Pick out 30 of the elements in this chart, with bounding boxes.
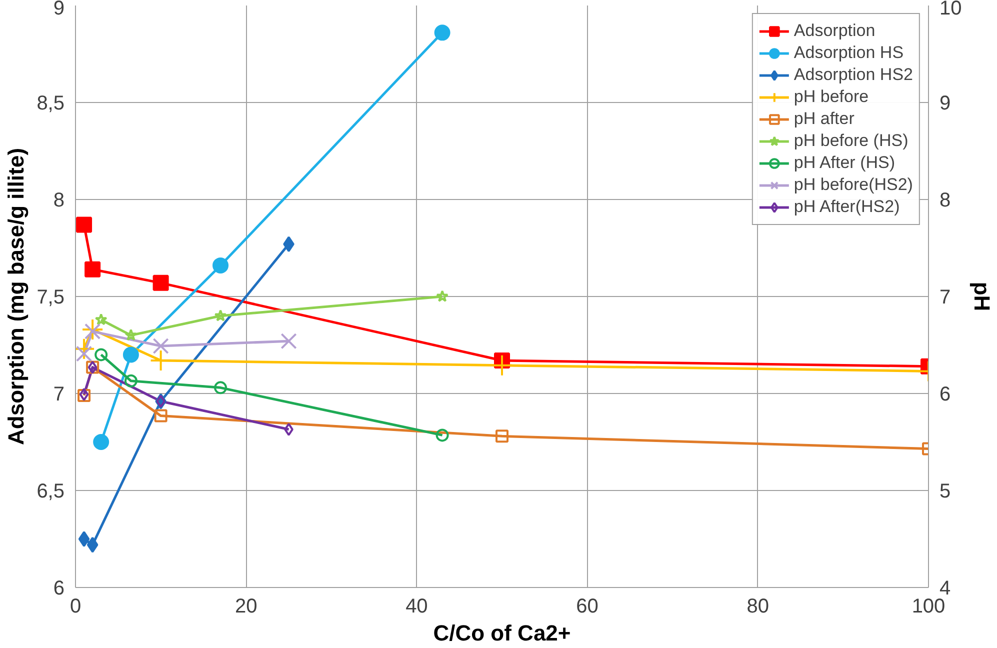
y-tick-label: 7 bbox=[53, 384, 64, 406]
y-tick-label: 6,5 bbox=[36, 480, 65, 502]
y-tick-label: 8 bbox=[53, 190, 64, 212]
y2-axis-title: pH bbox=[970, 282, 995, 312]
x-tick-label: 40 bbox=[406, 596, 428, 618]
x-tick-label: 80 bbox=[746, 596, 770, 618]
legend-label: pH before bbox=[794, 87, 869, 107]
legend-label: pH After(HS2) bbox=[794, 197, 900, 217]
y2-tick-label: 7 bbox=[940, 286, 951, 308]
x-tick-label: 0 bbox=[70, 596, 82, 618]
y-tick-label: 6 bbox=[53, 578, 64, 600]
x-tick-label: 60 bbox=[576, 596, 598, 618]
legend-label: pH before (HS) bbox=[794, 131, 908, 151]
y-axis-title: Adsorption (mg base/g illite) bbox=[4, 148, 29, 446]
legend-label: pH before(HS2) bbox=[794, 175, 913, 195]
y-tick-label: 7,5 bbox=[36, 286, 65, 308]
x-tick-label: 20 bbox=[234, 596, 258, 618]
legend-label: Adsorption bbox=[794, 21, 876, 41]
legend-label: pH after bbox=[794, 109, 854, 129]
x-axis-title: C/Co of Ca2+ bbox=[433, 620, 571, 646]
legend-label: Adsorption HS2 bbox=[794, 65, 913, 85]
y2-tick-label: 9 bbox=[940, 92, 951, 114]
legend-label: pH After (HS) bbox=[794, 153, 896, 173]
y2-tick-label: 5 bbox=[940, 480, 951, 502]
legend-label: Adsorption HS bbox=[794, 43, 904, 63]
y2-tick-label: 10 bbox=[940, 0, 962, 20]
y2-tick-label: 8 bbox=[940, 190, 951, 212]
y-tick-label: 8,5 bbox=[36, 92, 65, 114]
y2-tick-label: 6 bbox=[940, 384, 951, 406]
y-tick-label: 9 bbox=[53, 0, 64, 20]
